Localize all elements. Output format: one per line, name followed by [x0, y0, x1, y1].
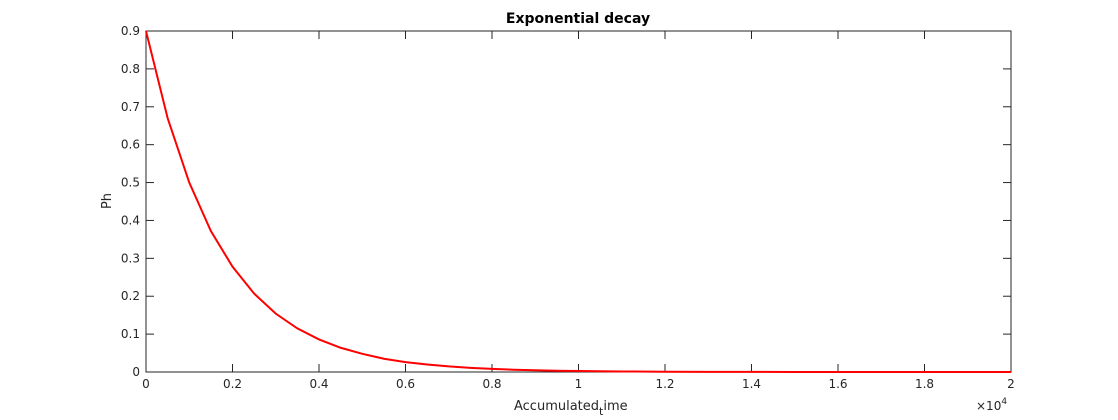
- x-tick-label: 1.8: [915, 377, 934, 391]
- plot-area: [146, 31, 1011, 372]
- y-tick-label: 0.7: [121, 100, 140, 114]
- x-tick-label: 0.6: [396, 377, 415, 391]
- x-tick-label: 0.2: [223, 377, 242, 391]
- y-tick-label: 0.6: [121, 138, 140, 152]
- y-tick-label: 0.1: [121, 327, 140, 341]
- x-tick-label: 2: [1007, 377, 1015, 391]
- chart-title: Exponential decay: [506, 11, 650, 27]
- x-tick-label: 1: [575, 377, 583, 391]
- ticks-group: 0 0.2 0.4 0.6 0.8 1 1.2 1.4 1.6 1.8 2 0 0.1 0.2 0.3 0.4…: [121, 24, 1015, 391]
- series-line: [145, 30, 1011, 373]
- y-tick-label: 0.4: [121, 213, 140, 227]
- x-axis-label-tail: ime: [603, 399, 627, 414]
- x-exponent-power: 4: [1001, 397, 1007, 407]
- x-tick-label: 0: [142, 377, 150, 391]
- x-axis-label: Accumulatedtime: [514, 399, 628, 418]
- x-exponent-base: ×10: [976, 399, 1001, 413]
- y-tick-label: 0.5: [121, 176, 140, 190]
- y-tick-label: 0.9: [121, 24, 140, 38]
- y-axis-label: Ph: [100, 193, 115, 209]
- y-tick-label: 0.2: [121, 289, 140, 303]
- y-tick-label: 0.8: [121, 62, 140, 76]
- x-exponent-label: ×104: [976, 397, 1007, 413]
- x-tick-label: 1.4: [742, 377, 761, 391]
- x-tick-label: 0.8: [482, 377, 501, 391]
- x-tick-label: 0.4: [309, 377, 328, 391]
- x-axis-label-subscript: t: [599, 405, 604, 418]
- x-tick-label: 1.6: [828, 377, 847, 391]
- y-tick-label: 0: [132, 365, 140, 379]
- y-tick-label: 0.3: [121, 251, 140, 265]
- x-tick-label: 1.2: [655, 377, 674, 391]
- x-axis-label-main: Accumulated: [514, 399, 599, 414]
